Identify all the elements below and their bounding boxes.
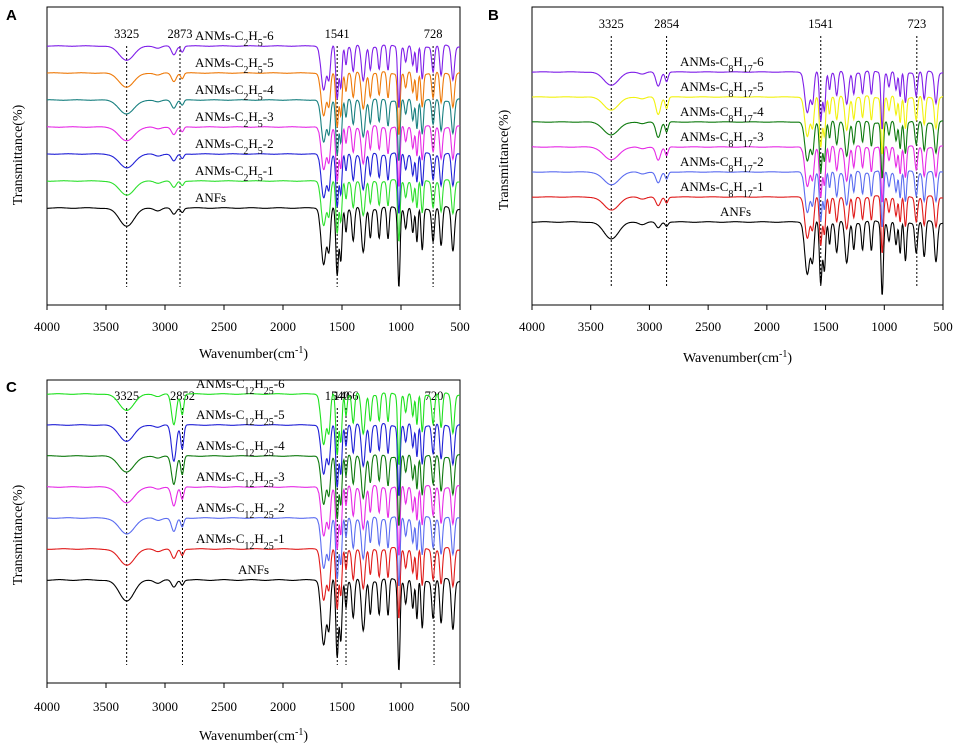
x-tick-label: 1000 [388, 319, 414, 334]
series-label: ANMs-C8H17-1 [680, 179, 764, 200]
spectrum-line-ANMs-C2H5-1 [47, 179, 461, 242]
peak-marker-label: 1541 [808, 17, 833, 31]
x-tick-label: 2500 [211, 319, 237, 334]
spectrum-line-ANFs [532, 220, 944, 295]
x-tick-label: 1000 [871, 319, 897, 334]
spectrum-line-ANFs [47, 206, 461, 287]
x-tick-label: 500 [450, 319, 470, 334]
series-label: ANMs-C2H5-5 [195, 55, 274, 76]
x-tick-label: 2000 [270, 319, 296, 334]
plot-frame [531, 6, 944, 306]
x-tick-label: 2000 [754, 319, 780, 334]
spectrum-line-ANMs-C8H17-6 [532, 70, 944, 130]
panel-label: B [488, 7, 499, 24]
x-tick-label: 3500 [578, 319, 604, 334]
peak-marker-label: 723 [907, 17, 926, 31]
x-tick-label: 3000 [152, 319, 178, 334]
spectrum-line-ANMs-C2H5-6 [47, 44, 461, 108]
spectrum-line-ANMs-C8H17-5 [532, 95, 944, 155]
spectrum-line-ANMs-C12H25-5 [47, 423, 461, 496]
x-tick-label: 2500 [211, 699, 237, 714]
spectrum-line-ANFs [46, 577, 461, 671]
peak-marker-label: 720 [425, 389, 444, 403]
panel-b: B 4000 3500 3000 2500 2000 1500 1000 500 Wavenumb… [488, 6, 953, 367]
peak-marker-label: 3325 [114, 27, 139, 41]
x-tick-label: 4000 [519, 319, 545, 334]
spectrum-line-ANMs-C12H25-1 [47, 546, 461, 619]
x-tick-label: 4000 [34, 319, 60, 334]
panel-c: C 4000 3500 3000 2500 2000 1500 1000 500 Wavenumb… [6, 376, 470, 744]
series-label: ANMs-C2H5-3 [195, 109, 274, 130]
x-axis-title: Wavenumber(cm-1) [199, 727, 308, 745]
x-tick-label: 2000 [270, 699, 296, 714]
peak-marker-label: 1466 [334, 389, 359, 403]
spectrum-line-ANMs-C2H5-2 [47, 152, 461, 214]
series-label: ANFs [720, 204, 751, 219]
panel-a: A 4000 3500 3000 2500 2000 1500 1000 500 Wavenumb… [6, 6, 470, 363]
x-tick-label: 1000 [388, 699, 414, 714]
x-tick-label: 4000 [34, 699, 60, 714]
panel-label: A [6, 7, 17, 24]
series-label: ANMs-C12H25-4 [196, 438, 285, 459]
x-tick-label: 500 [450, 699, 470, 714]
x-tick-label: 2500 [695, 319, 721, 334]
spectrum-line-ANMs-C2H5-4 [47, 98, 460, 161]
panel-label: C [6, 379, 17, 396]
spectrum-line-ANMs-C8H17-4 [532, 120, 943, 179]
series-label: ANMs-C2H5-1 [195, 163, 274, 184]
spectrum-line-ANMs-C2H5-3 [47, 125, 461, 187]
x-tick-label: 3500 [93, 319, 119, 334]
x-tick-label: 3500 [93, 699, 119, 714]
x-tick-label: 1500 [329, 319, 355, 334]
spectrum-line-ANMs-C8H17-1 [532, 195, 944, 253]
peak-marker-label: 3325 [599, 17, 624, 31]
x-tick-label: 500 [933, 319, 953, 334]
x-tick-label: 3000 [636, 319, 662, 334]
series-label: ANFs [195, 190, 226, 205]
series-label: ANMs-C2H5-6 [195, 28, 274, 49]
spectrum-line-ANMs-C12H25-4 [46, 454, 460, 526]
x-tick-label: 1500 [329, 699, 355, 714]
spectrum-line-ANMs-C12H25-2 [47, 516, 461, 587]
x-tick-label: 3000 [152, 699, 178, 714]
series-label: ANMs-C8H17-6 [680, 54, 764, 75]
series-label: ANMs-C8H17-2 [680, 154, 764, 175]
peak-marker-label: 3325 [114, 389, 139, 403]
y-axis-title: Transmittance(%) [11, 104, 26, 205]
plot-frame [46, 379, 461, 684]
spectrum-line-ANMs-C12H25-3 [47, 485, 461, 556]
spectrum-line-ANMs-C2H5-5 [47, 71, 461, 135]
series-label: ANMs-C12H25-6 [196, 376, 285, 397]
x-axis-title: Wavenumber(cm-1) [199, 345, 308, 363]
series-label: ANMs-C12H25-2 [196, 500, 285, 521]
x-tick-label: 1500 [813, 319, 839, 334]
peak-marker-label: 2854 [654, 17, 680, 31]
peak-marker-label: 1541 [325, 27, 350, 41]
series-label: ANMs-C8H17-4 [680, 104, 764, 125]
series-label: ANMs-C12H25-3 [196, 469, 285, 490]
spectrum-line-ANMs-C8H17-2 [532, 170, 944, 228]
spectrum-line-ANMs-C8H17-3 [532, 145, 943, 203]
series-label: ANMs-C2H5-2 [195, 136, 274, 157]
spectrum-line-ANMs-C12H25-6 [47, 392, 461, 465]
series-label: ANMs-C8H17-3 [680, 129, 764, 150]
series-label: ANMs-C12H25-1 [196, 531, 285, 552]
peak-marker-label: 2852 [170, 389, 195, 403]
series-label: ANFs [238, 562, 269, 577]
plot-frame [46, 6, 461, 306]
x-axis-title: Wavenumber(cm-1) [683, 349, 792, 367]
y-axis-title: Transmittance(%) [497, 109, 512, 210]
y-axis-title: Transmittance(%) [11, 484, 26, 585]
series-label: ANMs-C2H5-4 [195, 82, 274, 103]
peak-marker-label: 2873 [167, 27, 192, 41]
series-label: ANMs-C12H25-5 [196, 407, 285, 428]
peak-marker-label: 728 [424, 27, 443, 41]
series-label: ANMs-C8H17-5 [680, 79, 764, 100]
